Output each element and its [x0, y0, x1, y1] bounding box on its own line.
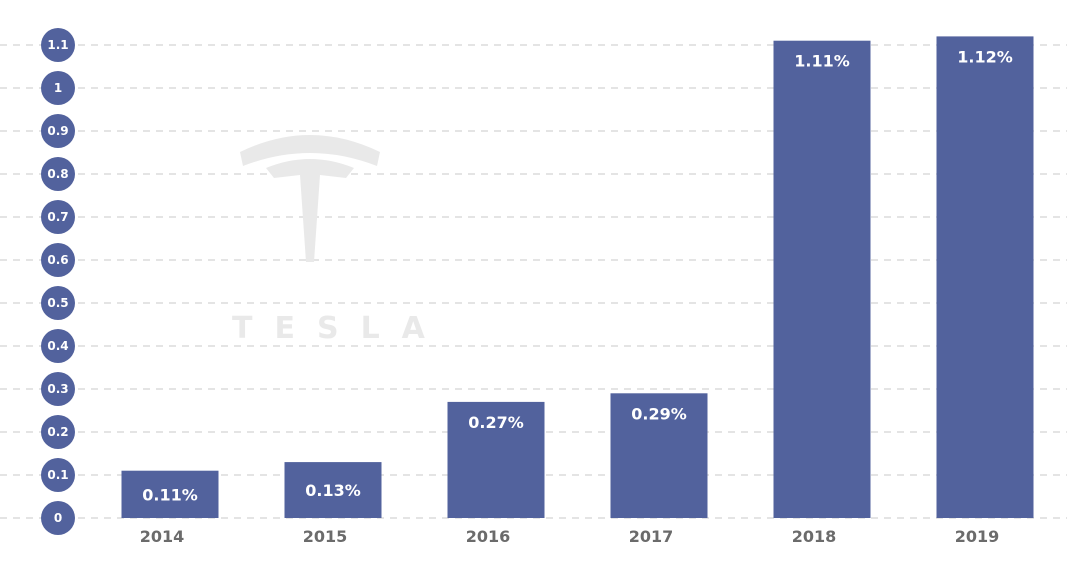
y-tick-label: 0.9	[47, 124, 68, 138]
y-tick-circle	[41, 200, 75, 234]
y-tick-circle	[41, 329, 75, 363]
x-tick-label: 2015	[303, 527, 348, 546]
y-tick-label: 0.2	[47, 425, 68, 439]
watermark: TESLA	[232, 135, 447, 346]
y-tick-circle	[41, 458, 75, 492]
x-tick-label: 2016	[466, 527, 511, 546]
y-tick-label: 0.7	[47, 210, 68, 224]
x-axis-labels: 2014 2015 2016 2017 2018 2019	[140, 527, 1000, 546]
y-tick-circle	[41, 372, 75, 406]
y-tick-label: 1.1	[47, 38, 68, 52]
y-tick-circle	[41, 501, 75, 535]
bar	[447, 401, 545, 518]
x-tick-label: 2019	[955, 527, 1000, 546]
bar-value-label: 0.11%	[142, 485, 198, 504]
bar-value-label: 1.12%	[957, 47, 1013, 66]
watermark-text: TESLA	[232, 311, 447, 346]
y-tick-circle	[41, 157, 75, 191]
bar	[284, 462, 382, 518]
y-tick-label: 0.1	[47, 468, 68, 482]
bar-value-label: 0.27%	[468, 413, 524, 432]
bar	[773, 40, 871, 518]
bar	[610, 393, 708, 518]
y-tick-label: 1	[54, 81, 62, 95]
y-tick-label: 0.3	[47, 382, 68, 396]
y-tick-circle	[41, 114, 75, 148]
x-tick-label: 2014	[140, 527, 185, 546]
x-tick-label: 2017	[629, 527, 674, 546]
bar-value-label: 0.13%	[305, 481, 361, 500]
tesla-logo-icon	[240, 135, 380, 262]
bars: 0.11% 0.13% 0.27% 0.29% 1.11% 1.12%	[121, 36, 1034, 519]
bar-value-label: 0.29%	[631, 404, 687, 423]
y-tick-circle	[41, 71, 75, 105]
bar	[936, 36, 1034, 519]
y-tick-label: 0.5	[47, 296, 68, 310]
y-tick-circle	[41, 286, 75, 320]
grid-lines	[0, 44, 1067, 519]
y-axis-ticks: 0 0.1 0.2 0.3 0.4 0.5 0.6 0.7 0.8 0.9 1 1.1	[41, 28, 75, 535]
y-tick-circle	[41, 28, 75, 62]
y-tick-label: 0.6	[47, 253, 68, 267]
bar-value-label: 1.11%	[794, 52, 850, 71]
y-tick-label: 0	[54, 511, 62, 525]
x-tick-label: 2018	[792, 527, 837, 546]
y-tick-circle	[41, 243, 75, 277]
y-tick-label: 0.8	[47, 167, 68, 181]
bar	[121, 470, 219, 518]
y-tick-circle	[41, 415, 75, 449]
y-tick-label: 0.4	[47, 339, 68, 353]
